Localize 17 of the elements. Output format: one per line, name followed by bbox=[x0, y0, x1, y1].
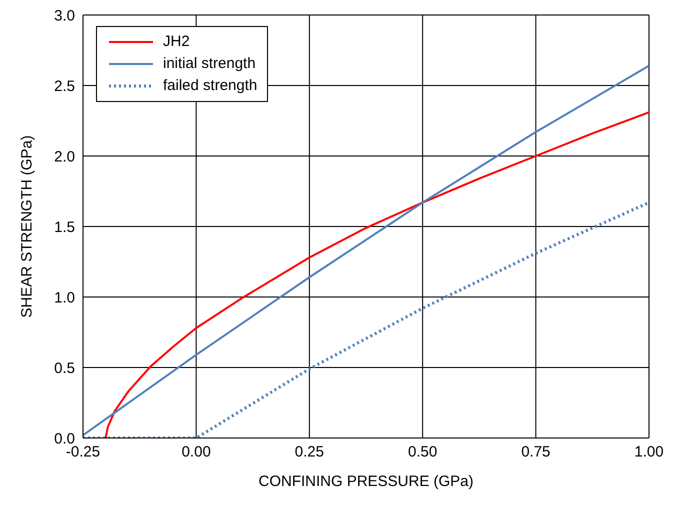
x-axis-title: CONFINING PRESSURE (GPa) bbox=[258, 473, 474, 490]
x-tick-label: 0.75 bbox=[521, 444, 550, 461]
x-tick-label: 0.50 bbox=[408, 444, 438, 461]
x-tick-label: 0.25 bbox=[294, 444, 324, 461]
x-tick-label: 1.00 bbox=[634, 444, 664, 461]
legend-label: failed strength bbox=[163, 76, 258, 96]
y-tick-label: 2.5 bbox=[54, 78, 75, 95]
y-tick-label: 1.0 bbox=[54, 289, 75, 306]
legend-label: JH2 bbox=[163, 32, 190, 52]
x-tick-label: 0.00 bbox=[182, 444, 211, 461]
legend-label: initial strength bbox=[163, 54, 256, 74]
y-tick-label: 1.5 bbox=[54, 218, 75, 236]
line-series bbox=[104, 111, 649, 438]
y-tick-label: 3.0 bbox=[54, 7, 75, 24]
y-tick-label: 2.0 bbox=[54, 148, 75, 166]
y-tick-label: 0.5 bbox=[54, 360, 75, 377]
y-axis-title: SHEAR STRENGTH (GPa) bbox=[18, 135, 36, 318]
